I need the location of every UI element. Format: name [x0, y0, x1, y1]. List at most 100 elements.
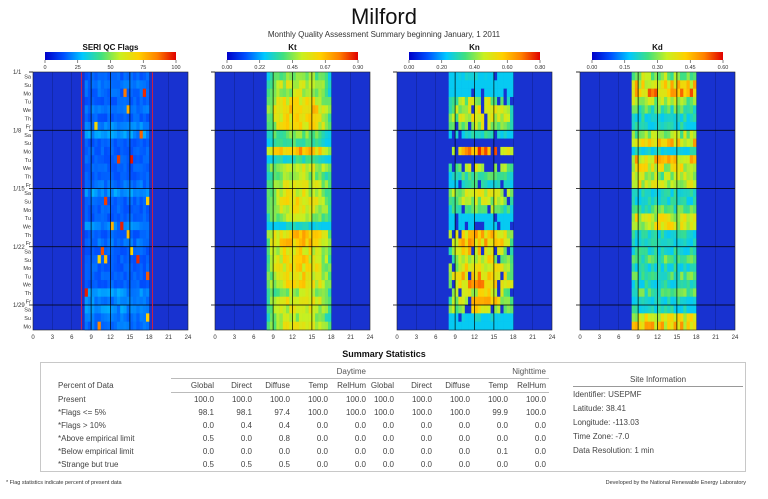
heatmap-cell — [500, 313, 504, 322]
heatmap-cell — [110, 321, 115, 331]
heatmap-cell — [279, 263, 284, 273]
stats-cell: 0.0 — [202, 421, 214, 430]
heatmap-cell — [269, 238, 274, 248]
heatmap-cell — [631, 305, 636, 314]
heatmap-cell — [638, 213, 642, 223]
heatmap-cell — [689, 288, 694, 298]
heatmap-cell — [91, 271, 95, 281]
heatmap-cell — [667, 155, 671, 164]
heatmap-cell — [634, 221, 639, 231]
heatmap-cell — [126, 72, 131, 81]
heatmap-cell — [107, 255, 111, 264]
heatmap-cell — [654, 305, 658, 314]
heatmap-cell — [644, 313, 649, 322]
heatmap-cell — [302, 96, 306, 106]
heatmap-cell — [471, 288, 475, 298]
heatmap-cell — [126, 255, 131, 264]
y-day-label: We — [23, 166, 31, 172]
heatmap-cell — [295, 288, 300, 298]
heatmap-cell — [100, 121, 105, 131]
heatmap-cell — [657, 271, 662, 281]
heatmap-cell — [266, 305, 271, 314]
heatmap-cell — [308, 105, 313, 114]
heatmap-cell — [634, 205, 639, 214]
heatmap-cell — [126, 288, 131, 298]
heatmap-cell — [667, 255, 671, 264]
heatmap-cell — [305, 88, 309, 98]
heatmap-cell — [654, 238, 658, 248]
heatmap-cell — [455, 105, 459, 114]
stats-cell: 0.0 — [354, 447, 366, 456]
heatmap-cell — [286, 180, 290, 189]
heatmap-cell — [693, 305, 697, 314]
heatmap-cell — [324, 221, 329, 231]
heatmap-cell — [471, 271, 475, 281]
heatmap-cell — [142, 130, 147, 139]
heatmap-cell — [269, 180, 274, 189]
heatmap-cell — [315, 121, 319, 131]
y-week-label: 1/1 — [13, 70, 22, 76]
heatmap-cell — [689, 271, 694, 281]
heatmap-cell — [289, 305, 293, 314]
heatmap-cell — [683, 238, 687, 248]
heatmap-cell — [100, 205, 105, 214]
summary-table-box: Daytime Percent of Data Global Direct Diffus… — [40, 362, 746, 472]
heatmap-cell — [289, 130, 293, 139]
heatmap-cell — [510, 271, 514, 281]
heatmap-cell — [328, 313, 332, 322]
heatmap-cell — [286, 88, 290, 98]
heatmap-cell — [660, 130, 665, 139]
heatmap-cell — [484, 130, 488, 139]
heatmap-cell — [500, 163, 504, 173]
heatmap-cell — [641, 288, 645, 298]
heatmap-cell — [120, 221, 124, 231]
stats-row: *Flags > 10% 0.0 0.4 0.4 0.0 0.0 — [55, 419, 369, 432]
heatmap-cell — [94, 313, 98, 322]
heatmap-cell — [324, 146, 329, 156]
heatmap-cell — [324, 213, 329, 223]
heatmap-cell — [631, 171, 636, 181]
heatmap-cell — [510, 72, 514, 81]
heatmap-cell — [129, 296, 134, 306]
heatmap-cell — [269, 296, 274, 306]
heatmap-cell — [110, 155, 115, 164]
heatmap-cell — [146, 205, 150, 214]
heatmap-cell — [487, 263, 491, 273]
heatmap-cell — [286, 113, 290, 123]
heatmap-cell — [686, 255, 691, 264]
heatmap-cell — [305, 246, 309, 256]
heatmap-cell — [269, 221, 274, 231]
heatmap-cell — [318, 221, 322, 231]
heatmap-cell — [298, 96, 303, 106]
heatmap-cell — [474, 155, 479, 164]
heatmap-cell — [477, 213, 482, 223]
heatmap-cell — [663, 321, 668, 331]
heatmap-cell — [506, 163, 511, 173]
heatmap-cell — [676, 263, 681, 273]
heatmap-cell — [321, 188, 326, 198]
heatmap-cell — [474, 130, 479, 139]
heatmap-cell — [451, 263, 456, 273]
heatmap-cell — [471, 146, 475, 156]
heatmap-cell — [123, 105, 127, 114]
heatmap-cell — [110, 305, 115, 314]
stats-cell: 0.0 — [534, 434, 546, 443]
heatmap-cell — [638, 180, 642, 189]
heatmap-cell — [139, 221, 144, 231]
heatmap-cell — [120, 188, 124, 198]
heatmap-cell — [100, 196, 105, 206]
heatmap-cell — [670, 171, 674, 181]
heatmap-cell — [129, 88, 134, 98]
heatmap-cell — [84, 271, 89, 281]
row-label: *Flags > 10% — [58, 421, 106, 430]
heatmap-cell — [506, 288, 511, 298]
heatmap-cell — [634, 105, 639, 114]
heatmap-cell — [100, 96, 105, 106]
heatmap-cell — [97, 80, 102, 89]
heatmap-cell — [269, 313, 274, 322]
heatmap-cell — [480, 296, 485, 306]
heatmap-cell — [503, 155, 508, 164]
heatmap-cell — [458, 138, 462, 148]
heatmap-cell — [644, 72, 649, 81]
heatmap-cell — [295, 313, 300, 322]
